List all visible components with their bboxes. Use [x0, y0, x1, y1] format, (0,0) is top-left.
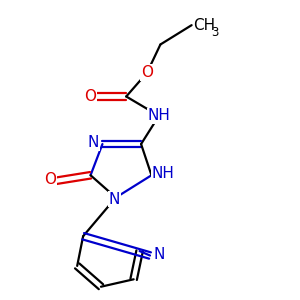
Text: N: N: [153, 247, 165, 262]
Text: O: O: [85, 89, 97, 104]
Text: CH: CH: [193, 18, 215, 33]
Text: NH: NH: [152, 166, 175, 181]
Text: 3: 3: [211, 26, 218, 39]
Text: NH: NH: [148, 108, 170, 123]
Text: N: N: [109, 191, 120, 206]
Text: N: N: [88, 135, 99, 150]
Text: O: O: [141, 65, 153, 80]
Text: O: O: [44, 172, 56, 187]
